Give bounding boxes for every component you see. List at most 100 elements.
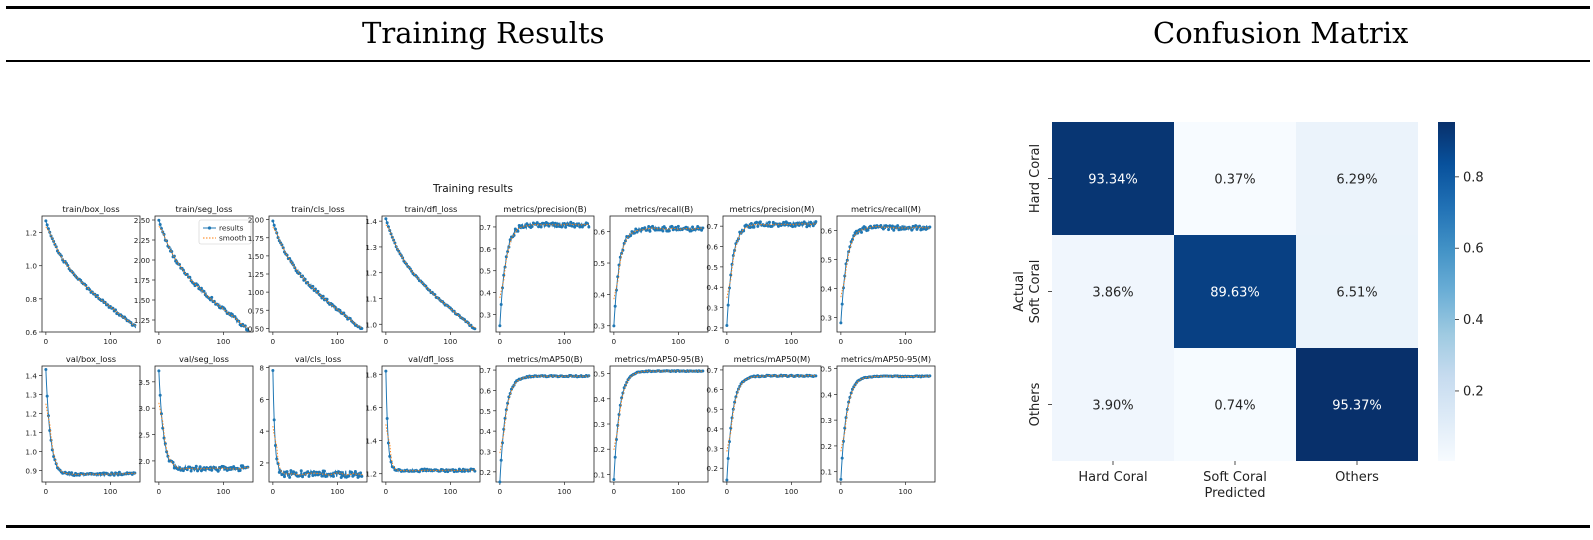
y-tick-label: 0.5 [820,365,832,374]
results-point [157,218,161,222]
results-point [158,393,162,397]
results-point [758,220,762,224]
results-point [813,222,817,226]
results-point [616,423,620,427]
y-tick-label: 2.50 [134,216,151,225]
results-point [726,303,730,307]
panel-title: metrics/recall(B) [625,204,694,214]
results-point [103,300,107,304]
x-tick-label: 100 [330,337,344,346]
panel-frame [495,365,595,483]
results-point [793,224,797,228]
y-tick-label: 1.2 [365,470,377,479]
results-point [517,223,521,227]
panel-frame [495,215,595,333]
results-point [84,283,88,287]
y-tick-label: 8 [259,364,264,373]
results-point [696,224,700,228]
results-point [333,305,337,309]
legend-results-marker [207,226,212,230]
results-point [275,457,279,461]
cm-y-axis-label: Actual [1012,271,1027,312]
panel-title: metrics/mAP50(M) [734,354,811,364]
x-tick-label: 100 [443,337,457,346]
x-tick-label: 0 [384,337,389,346]
y-tick-label: 0.4 [706,283,718,292]
results-point [896,224,900,228]
y-tick-label: 1.0 [25,262,37,271]
smooth-line [272,426,363,476]
results-point [538,222,542,226]
results-point [914,224,918,228]
y-tick-label: 6 [259,395,264,404]
x-tick-label: 100 [671,487,685,496]
results-point [321,294,325,298]
results-point [676,224,680,228]
y-tick-label: 1.1 [365,294,377,303]
y-tick-label: 1.6 [365,403,377,412]
y-tick-label: 0.4 [479,427,491,436]
y-tick-label: 0.2 [706,324,718,333]
y-tick-label: 0.75 [248,306,264,315]
results-point [887,228,891,232]
y-tick-label: 0.1 [820,468,832,477]
training-panel: metrics/precision(M) 0.2 0.3 0.4 0.5 0.6 0.7 0 1… [706,204,822,346]
panel-title: metrics/mAP50-95(M) [841,354,931,364]
panel-frame [609,365,709,483]
cm-x-axis-label: Predicted [1204,486,1265,501]
panel-title: train/box_loss [62,204,119,214]
smooth-line [45,403,136,475]
x-tick-label: 100 [216,487,230,496]
y-tick-label: 0.5 [820,256,832,265]
y-tick-label: 2.25 [134,236,150,245]
y-tick-label: 0.6 [706,386,718,395]
y-tick-label: 1.1 [25,429,37,438]
x-tick-label: 0 [271,487,276,496]
results-point [385,221,389,225]
results-point [285,470,289,474]
results-point [320,474,324,478]
cm-y-tick-label: Hard Coral [1028,144,1043,213]
cm-cell [1052,348,1174,461]
results-point [433,293,437,297]
cm-cell [1296,235,1418,348]
results-point [303,277,307,281]
smooth-line [499,223,590,299]
results-point [288,475,292,479]
y-tick-label: 4 [259,427,264,436]
results-point [473,327,477,331]
y-tick-label: 1.50 [248,252,265,261]
results-point [45,223,49,227]
y-tick-label: 0.5 [479,407,491,416]
results-point [384,369,388,373]
x-tick-label: 0 [725,337,730,346]
results-point [357,474,361,478]
results-point [648,229,652,233]
x-tick-label: 100 [103,487,117,496]
results-point [52,239,56,243]
cm-cell-label: 0.74% [1214,399,1255,414]
bottom-rule-thick [6,525,1590,528]
panel-frame [154,365,254,483]
y-tick-label: 2.00 [134,256,151,265]
x-tick-label: 0 [612,487,617,496]
results-point [749,221,753,225]
results-point [701,369,705,373]
training-panel: metrics/mAP50-95(M) 0.1 0.2 0.3 0.4 0.5 0 100 [820,354,936,496]
smooth-line [385,424,476,472]
cm-y-tick-label: Others [1028,382,1043,426]
y-tick-label: 2.5 [138,431,150,440]
y-tick-label: 0.4 [820,285,832,294]
y-tick-label: 1.25 [248,270,264,279]
results-point [633,231,636,235]
colorbar-tick-label: 0.6 [1463,242,1484,257]
x-tick-label: 0 [839,337,844,346]
results-point [788,221,792,225]
y-tick-label: 3.5 [138,378,150,387]
y-tick-label: 1.75 [248,234,264,243]
results-point [157,369,161,373]
results-point [348,316,352,320]
y-tick-label: 1.3 [365,243,377,252]
results-point [643,226,647,230]
panel-title: val/cls_loss [295,354,341,364]
